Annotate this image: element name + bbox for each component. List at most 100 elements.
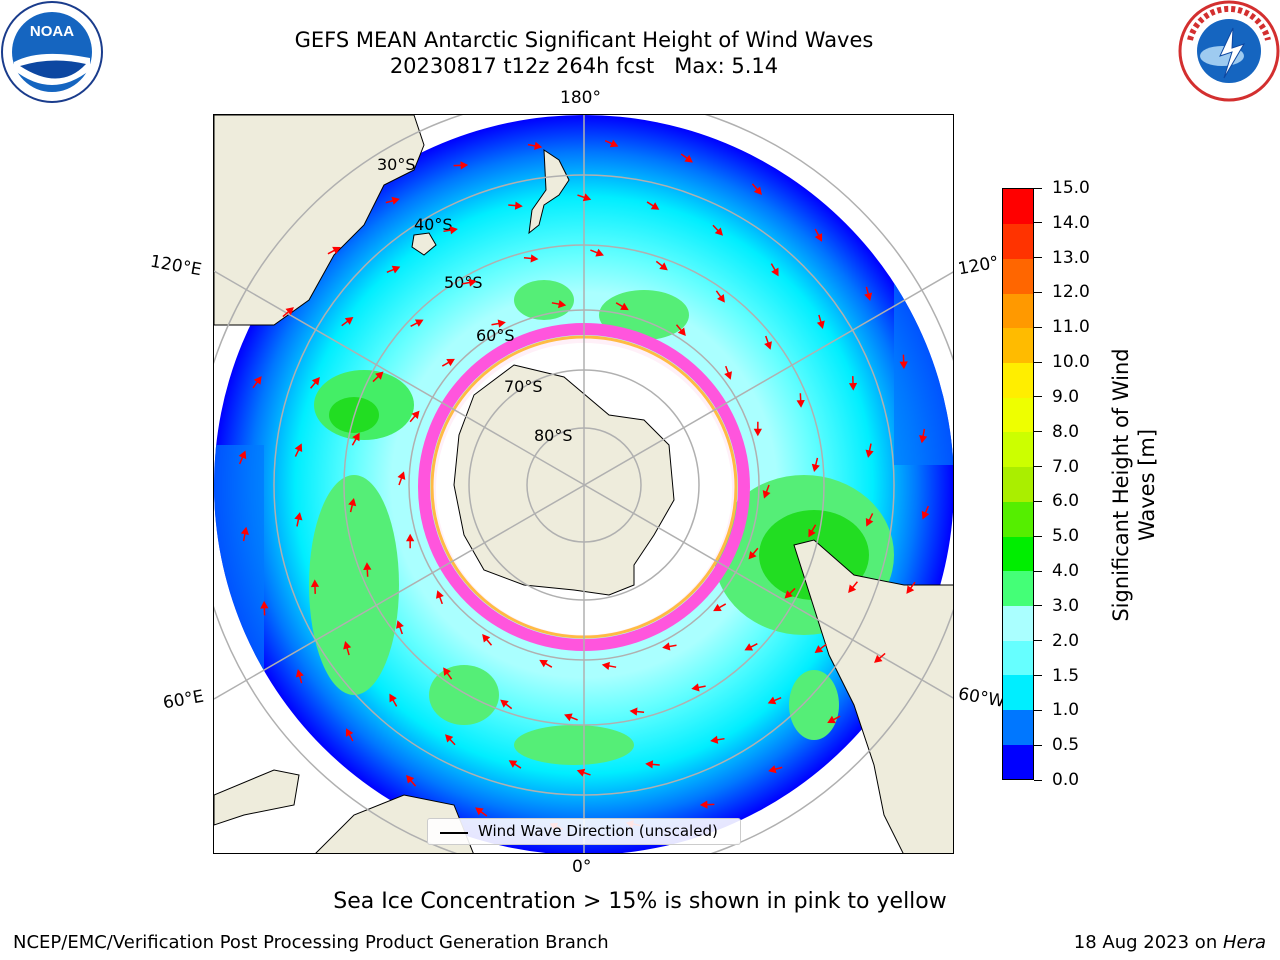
wind-wave-arrow [811, 457, 820, 473]
colorbar-tick [1034, 500, 1042, 502]
lon-120w: 120° [956, 252, 1001, 280]
wind-wave-arrow [475, 807, 488, 817]
wind-wave-arrow [564, 713, 578, 722]
colorbar-segment [1003, 223, 1033, 259]
colorbar-tick [1034, 570, 1042, 572]
lon-180: 180° [560, 88, 601, 108]
colorbar-segment [1003, 674, 1033, 711]
colorbar-segment [1003, 431, 1033, 468]
colorbar-tick-label: 0.0 [1052, 770, 1080, 790]
wind-wave-arrow [576, 768, 591, 777]
colorbar-label-line1: Significant Height of Wind [1109, 348, 1133, 622]
colorbar-tick-label: 11.0 [1052, 317, 1090, 338]
colorbar-tick [1034, 361, 1042, 363]
wind-wave-arrow [814, 643, 827, 654]
colorbar-segment [1003, 293, 1033, 329]
colorbar-tick-label: 1.0 [1052, 700, 1080, 721]
footer-date: 18 Aug 2023 on Hera [1074, 932, 1266, 953]
wind-wave-arrow [645, 760, 660, 769]
wind-wave-arrow [341, 316, 354, 327]
lon-0: 0° [572, 857, 592, 877]
wind-wave-arrow [848, 376, 858, 391]
wind-wave-arrow [441, 358, 455, 367]
colorbar [1002, 188, 1034, 780]
wind-wave-arrow [551, 299, 567, 309]
noaa-logo: NOAA [1, 1, 103, 103]
wind-wave-arrow [662, 642, 677, 651]
wind-wave-arrow [646, 201, 660, 210]
colorbar-segment [1003, 189, 1033, 225]
wind-wave-arrow [260, 600, 269, 616]
wind-wave-arrow [680, 153, 693, 163]
wind-wave-arrow [767, 696, 782, 705]
wind-wave-arrow [443, 226, 458, 235]
wind-wave-arrow [816, 314, 825, 329]
colorbar-tick [1034, 535, 1042, 537]
wind-wave-arrow [629, 707, 645, 716]
chart-title: GEFS MEAN Antarctic Significant Height o… [294, 28, 874, 52]
colorbar-segment [1003, 570, 1033, 606]
wind-wave-arrow [899, 354, 908, 370]
colorbar-tick-label: 8.0 [1052, 421, 1080, 442]
wind-wave-arrow [436, 590, 444, 605]
lat-40: 40°S [414, 215, 453, 234]
colorbar-segment [1003, 258, 1033, 294]
wind-wave-arrow [770, 263, 779, 277]
wind-wave-arrow [252, 376, 262, 389]
colorbar-tick [1034, 187, 1042, 189]
lon-60w: 60°W [956, 684, 1007, 712]
wind-wave-arrow [385, 196, 400, 205]
wind-wave-arrow [240, 526, 249, 542]
colorbar-tick-label: 6.0 [1052, 491, 1080, 512]
colorbar-tick-label: 3.0 [1052, 595, 1080, 616]
legend-label: Wind Wave Direction (unscaled) [478, 822, 718, 840]
colorbar-tick [1034, 466, 1042, 468]
colorbar-segment [1003, 536, 1033, 572]
wind-wave-arrow [615, 302, 629, 311]
wind-wave-arrow [343, 641, 352, 656]
wind-wave-arrow [865, 443, 874, 458]
wind-wave-arrow [762, 484, 771, 499]
colorbar-tick-label: 4.0 [1052, 561, 1080, 582]
footer-date-text: 18 Aug 2023 on [1073, 932, 1223, 953]
wind-wave-arrow [327, 246, 341, 255]
colorbar-tick-label: 2.0 [1052, 630, 1080, 651]
colorbar-tick-label: 12.0 [1052, 282, 1090, 303]
wind-wave-arrow [351, 432, 360, 446]
colorbar-segment [1003, 709, 1033, 745]
wind-wave-arrow [372, 371, 384, 383]
wind-wave-arrow [753, 421, 762, 437]
colorbar-tick [1034, 326, 1042, 328]
wind-wave-arrow [796, 393, 805, 408]
wind-wave-arrow [453, 161, 469, 170]
wind-wave-arrow [500, 699, 513, 710]
wind-wave-arrow [310, 579, 320, 594]
colorbar-tick-label: 0.5 [1052, 735, 1080, 756]
lon-120e: 120°E [148, 251, 204, 281]
land-antarctica [453, 364, 675, 596]
wind-wave-arrow [715, 290, 725, 303]
wind-wave-arrow [768, 765, 783, 774]
lon-60e: 60°E [161, 686, 206, 714]
colorbar-segment [1003, 466, 1033, 502]
colorbar-segment [1003, 327, 1033, 364]
colorbar-tick [1034, 640, 1042, 642]
wind-wave-arrow [482, 634, 493, 646]
wind-wave-arrow [523, 254, 539, 263]
land-africa [214, 769, 300, 826]
wind-wave-arrow [699, 800, 715, 809]
wind-wave-arrow [744, 643, 758, 651]
lat-70: 70°S [504, 377, 543, 396]
wind-wave-arrow [508, 201, 523, 210]
colorbar-tick [1034, 675, 1042, 677]
wind-wave-arrow [348, 497, 357, 513]
colorbar-tick [1034, 605, 1042, 607]
map-legend: Wind Wave Direction (unscaled) [427, 818, 741, 845]
wind-wave-arrow [712, 224, 723, 236]
colorbar-segment [1003, 362, 1033, 398]
wind-wave-arrow [919, 428, 928, 444]
nws-logo [1178, 0, 1280, 102]
wind-wave-arrow [864, 286, 873, 301]
legend-line-sample [440, 832, 468, 834]
land-new-zealand [528, 149, 570, 235]
